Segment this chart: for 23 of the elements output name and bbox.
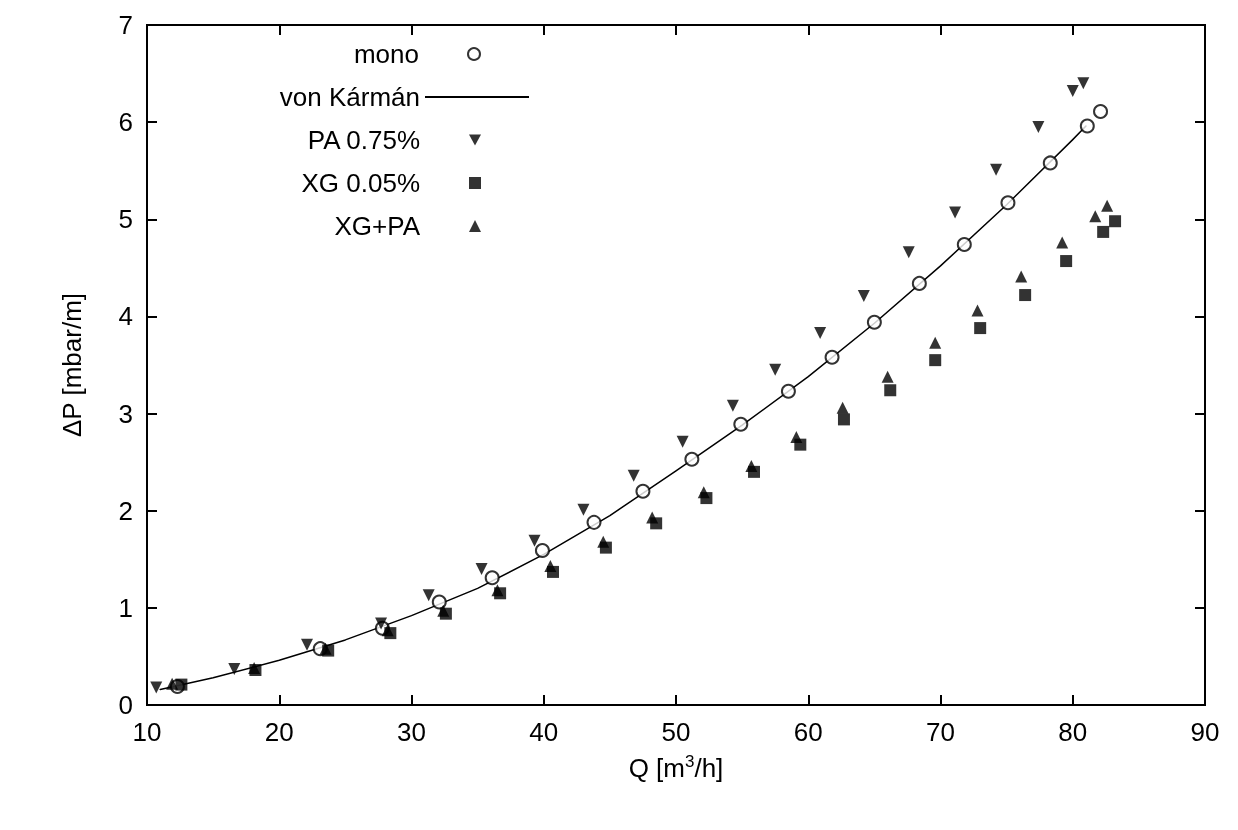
x-tick-label: 90	[1190, 717, 1220, 747]
x-tick-label: 10	[132, 717, 162, 747]
y-tick-label: 7	[118, 10, 133, 40]
y-tick-label: 0	[118, 690, 133, 720]
x-tick-label: 70	[926, 717, 955, 747]
y-tick-label: 5	[118, 204, 133, 235]
x-tick-label: 20	[264, 717, 294, 747]
y-tick-label: 6	[118, 107, 133, 138]
x-tick-label: 50	[661, 717, 691, 747]
legend-label: PA 0.75%	[307, 125, 420, 155]
x-tick-label: 30	[397, 717, 426, 747]
legend-label: von Kármán	[279, 82, 420, 112]
x-tick-label: 80	[1058, 717, 1088, 747]
legend-label: mono	[353, 39, 419, 69]
x-tick-label: 40	[529, 717, 559, 747]
y-tick-label: 4	[118, 301, 133, 332]
legend-label: XG+PA	[334, 211, 421, 241]
y-tick-label: 2	[118, 495, 133, 526]
legend-label: XG 0.05%	[301, 168, 420, 198]
y-tick-label: 3	[118, 398, 133, 429]
y-tick-label: 1	[118, 592, 133, 623]
y-axis-title: ΔP [mbar/m]	[57, 292, 87, 438]
x-tick-label: 60	[793, 717, 823, 747]
